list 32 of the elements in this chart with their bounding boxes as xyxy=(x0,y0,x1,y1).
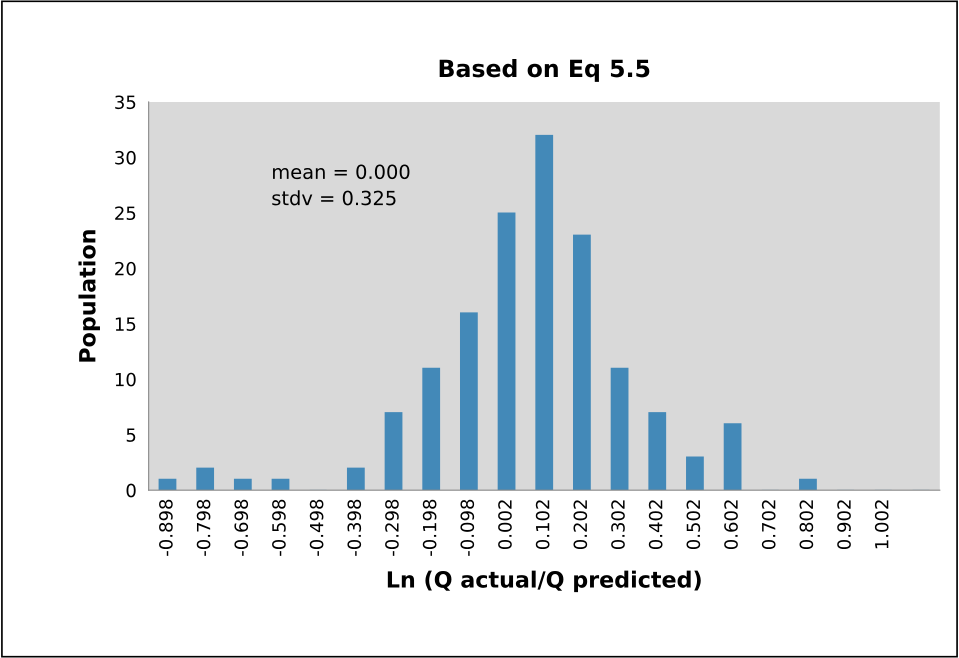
y-tick-label: 25 xyxy=(115,206,136,220)
x-tick-label: -0.898 xyxy=(159,500,173,556)
x-tick-label: -0.798 xyxy=(196,500,210,556)
x-tick-label: 0.002 xyxy=(498,500,512,550)
y-tick-label: 35 xyxy=(115,95,136,110)
x-tick-label: -0.498 xyxy=(310,500,324,556)
x-tick-label: -0.298 xyxy=(385,500,399,556)
x-tick-label: -0.098 xyxy=(460,500,474,556)
y-tick-label: 15 xyxy=(116,318,136,331)
x-tick-label: 0.602 xyxy=(724,500,738,550)
chart-title: Based on Eq 5.5 xyxy=(440,59,650,82)
x-tick-label: -0.198 xyxy=(422,500,436,556)
x-tick-label: 0.102 xyxy=(536,500,550,550)
x-tick-label: 0.302 xyxy=(611,500,625,550)
x-tick-label: -0.398 xyxy=(347,500,362,556)
x-axis-title: Ln (Q actual/Q predicted) xyxy=(388,570,701,592)
x-tick-label: -0.598 xyxy=(272,500,286,556)
x-tick-label: 0.402 xyxy=(648,500,662,550)
y-tick-label: 0 xyxy=(126,484,136,498)
x-tick-label: 0.502 xyxy=(686,500,700,550)
y-tick-label: 30 xyxy=(115,150,136,165)
x-tick-label: 0.802 xyxy=(800,500,814,550)
y-axis-title: Population xyxy=(78,230,100,362)
x-tick-label: 0.202 xyxy=(573,500,588,550)
x-tick-label: -0.698 xyxy=(234,500,248,556)
annotation: mean = 0.000 stdv = 0.325 xyxy=(272,164,410,206)
y-tick-label: 5 xyxy=(126,428,136,442)
x-tick-label: 0.902 xyxy=(837,500,851,550)
x-tick-label: 0.702 xyxy=(762,500,776,550)
y-tick-label: 20 xyxy=(115,262,136,276)
y-tick-label: 10 xyxy=(116,372,136,386)
x-tick-label: 1.002 xyxy=(874,500,889,548)
